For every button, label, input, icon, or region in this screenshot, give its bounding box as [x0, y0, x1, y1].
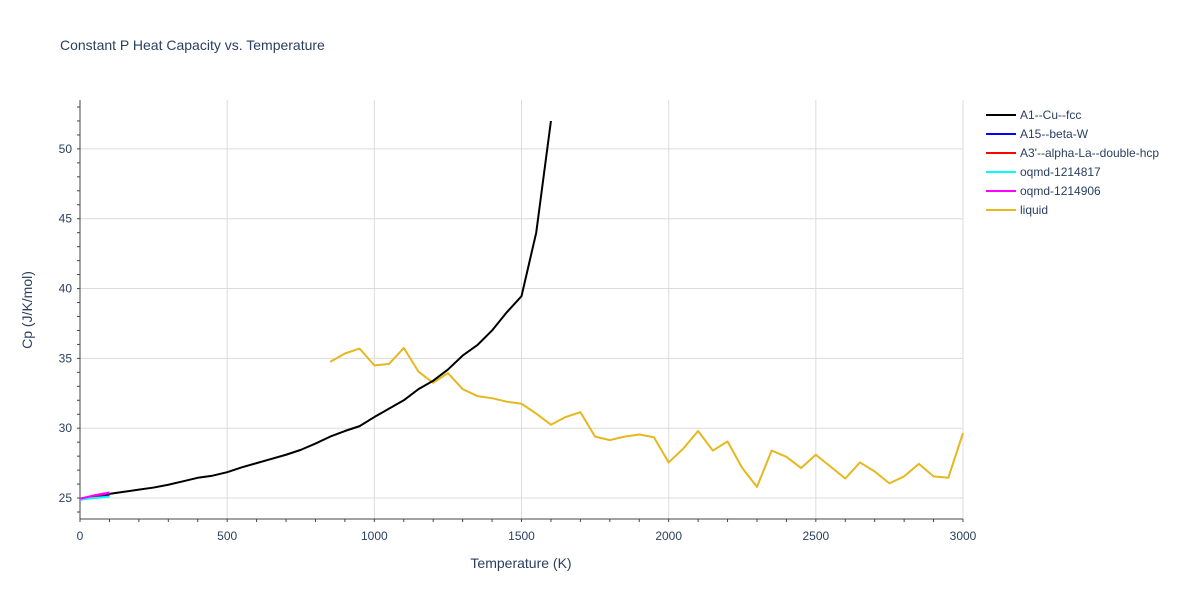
- legend-label[interactable]: oqmd-1214817: [1020, 165, 1101, 179]
- y-tick-label: 30: [59, 421, 73, 435]
- y-tick-label: 40: [59, 282, 73, 296]
- legend: A1--Cu--fcc A15--beta-W A3'--alpha-La--dou…: [986, 108, 1159, 217]
- y-tick-label: 35: [59, 351, 73, 365]
- series-line-oqmd-1214906[interactable]: [79, 491, 110, 500]
- x-tick-label: 2500: [802, 529, 829, 543]
- x-tick-label: 1000: [361, 529, 388, 543]
- y-tick-label: 50: [59, 142, 73, 156]
- series-line-oqmd-1214817[interactable]: [79, 495, 110, 501]
- x-tick-label: 2000: [655, 529, 682, 543]
- legend-label[interactable]: A1--Cu--fcc: [1020, 108, 1081, 122]
- series-line-a1-cu-fcc[interactable]: [79, 120, 552, 500]
- x-tick-label: 1500: [508, 529, 535, 543]
- grid-layer: [80, 100, 964, 519]
- y-tick-label: 45: [59, 212, 73, 226]
- series-line-liquid[interactable]: [329, 346, 964, 488]
- x-tick-label: 500: [217, 529, 237, 543]
- x-tick-label: 0: [77, 529, 84, 543]
- x-tick-label: 3000: [950, 529, 977, 543]
- legend-label[interactable]: liquid: [1020, 203, 1048, 217]
- axes-layer: 0 500 1000 1500 2000 2500 3000 25 30 35 40 45 50: [59, 100, 977, 543]
- legend-label[interactable]: A15--beta-W: [1020, 127, 1089, 141]
- legend-label[interactable]: oqmd-1214906: [1020, 184, 1101, 198]
- chart-title: Constant P Heat Capacity vs. Temperature: [60, 37, 325, 53]
- y-tick-label: 25: [59, 491, 73, 505]
- series-layer: [79, 120, 964, 501]
- x-axis-title: Temperature (K): [470, 555, 571, 571]
- legend-label[interactable]: A3'--alpha-La--double-hcp: [1020, 146, 1159, 160]
- y-axis-title: Cp (J/K/mol): [19, 271, 35, 349]
